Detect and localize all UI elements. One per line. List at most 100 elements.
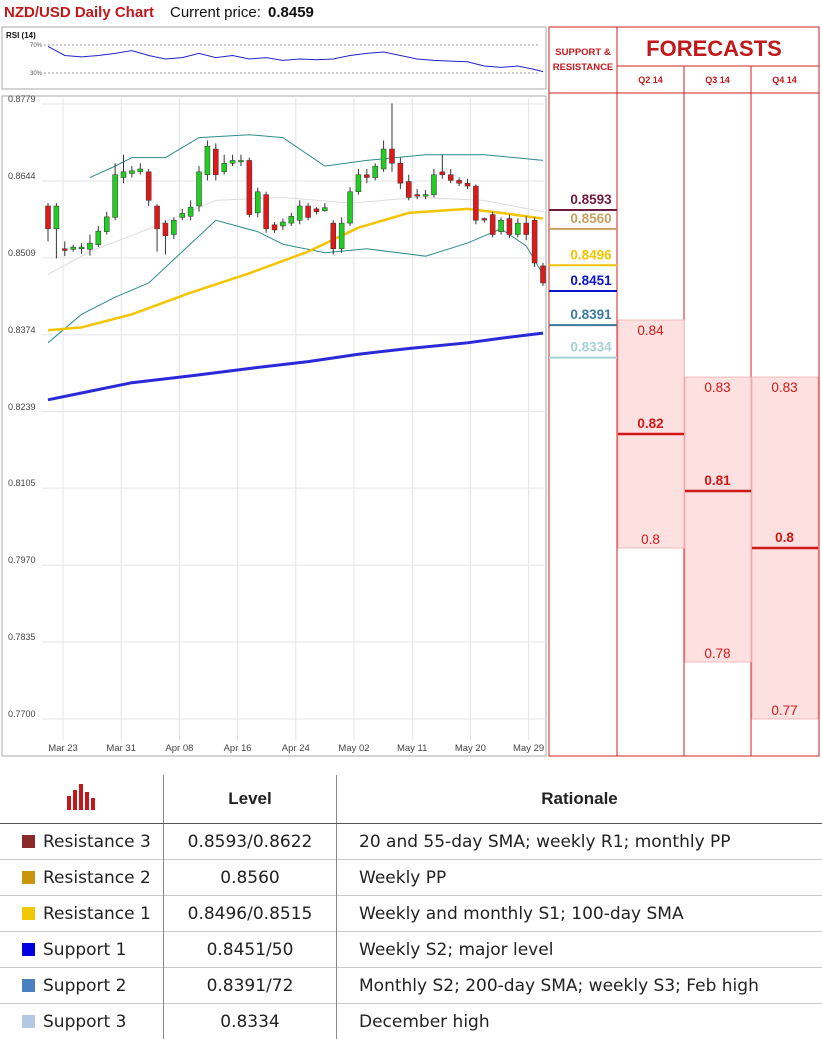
level-name-cell: Resistance 3 [0, 824, 164, 860]
forecast-quarter-label: Q2 14 [638, 75, 663, 85]
candle-body [465, 183, 470, 186]
candle-body [289, 216, 294, 223]
level-name: Support 3 [43, 1012, 126, 1032]
candle-body [398, 163, 403, 183]
level-rationale: Weekly PP [337, 860, 822, 896]
rsi-panel [2, 27, 546, 89]
level-value: 0.8391/72 [164, 968, 337, 1004]
level-header: Level [164, 775, 337, 824]
candle-body [138, 169, 143, 172]
level-name: Support 2 [43, 976, 126, 996]
level-name: Resistance 3 [43, 832, 151, 852]
chart-area: NZD/USD Daily Chart Current price: 0.845… [0, 0, 822, 775]
level-name-cell: Support 1 [0, 932, 164, 968]
forecast-range-bar [685, 377, 751, 662]
sr-level-label: 0.8391 [570, 307, 612, 322]
y-tick-label: 0.7835 [8, 632, 36, 642]
candle-body [272, 225, 277, 230]
candle-body [280, 222, 285, 226]
y-tick-label: 0.8374 [8, 325, 36, 335]
candle-body [180, 213, 185, 217]
candle-body [197, 172, 202, 206]
x-tick-label: Apr 16 [224, 743, 252, 754]
level-name: Resistance 1 [43, 904, 151, 924]
candle-body [79, 247, 84, 249]
candle-body [507, 219, 512, 235]
y-tick-label: 0.7700 [8, 709, 36, 719]
sr-title-line2: RESISTANCE [553, 62, 614, 73]
candle-body [205, 146, 210, 174]
y-tick-label: 0.8644 [8, 171, 36, 181]
price-value: 0.8459 [268, 4, 314, 21]
x-tick-label: May 11 [397, 743, 427, 754]
sr-level-label: 0.8451 [570, 273, 612, 288]
sr-level-label: 0.8593 [570, 192, 612, 207]
candle-body [532, 220, 537, 263]
candle-body [104, 217, 109, 232]
candle-body [322, 208, 327, 211]
candle-body [406, 182, 411, 198]
candle-body [230, 160, 235, 163]
candle-body [129, 171, 134, 174]
level-rationale: Weekly S2; major level [337, 932, 822, 968]
candle-body [389, 149, 394, 163]
level-name-cell: Resistance 1 [0, 896, 164, 932]
candle-body [423, 195, 428, 197]
candle-body [188, 207, 193, 216]
level-name-cell: Support 3 [0, 1004, 164, 1039]
forecast-low-label: 0.77 [771, 703, 797, 718]
candle-body [113, 175, 118, 218]
forecast-quarter-label: Q4 14 [772, 75, 797, 85]
level-rationale: December high [337, 1004, 822, 1039]
candle-body [541, 266, 546, 283]
candle-body [222, 163, 227, 172]
level-rationale: Weekly and monthly S1; 100-day SMA [337, 896, 822, 932]
level-color-swatch [22, 1015, 35, 1028]
candle-body [213, 149, 218, 175]
candle-body [121, 172, 126, 178]
price-panel [2, 96, 546, 756]
candle-body [331, 223, 336, 249]
forecast-high-label: 0.83 [771, 380, 797, 395]
chart-title: NZD/USD Daily Chart [4, 4, 154, 21]
candle-body [473, 186, 478, 220]
forecast-high-label: 0.83 [704, 380, 730, 395]
level-color-swatch [22, 979, 35, 992]
forecast-mid-label: 0.81 [704, 473, 731, 488]
forecast-low-label: 0.78 [704, 646, 730, 661]
rationale-header: Rationale [337, 775, 822, 824]
candle-body [348, 192, 353, 223]
candle-body [356, 175, 361, 192]
candle-body [54, 206, 59, 229]
candle-body [297, 206, 302, 220]
candle-body [155, 206, 160, 229]
level-value: 0.8334 [164, 1004, 337, 1039]
x-tick-label: Apr 24 [282, 743, 310, 754]
forecast-low-label: 0.8 [641, 532, 660, 547]
candle-body [440, 172, 445, 175]
candle-body [515, 223, 520, 234]
candle-body [457, 180, 462, 183]
candle-body [499, 220, 504, 231]
forecasts-title: FORECASTS [646, 36, 782, 61]
candle-body [431, 175, 436, 195]
candle-body [238, 160, 243, 162]
level-name-cell: Resistance 2 [0, 860, 164, 896]
candle-body [247, 160, 252, 214]
table-icon-cell [0, 775, 164, 824]
x-tick-label: Apr 08 [165, 743, 193, 754]
sr-level-label: 0.8334 [570, 340, 612, 355]
candle-body [264, 195, 269, 229]
candle-body [146, 172, 151, 200]
candle-body [71, 247, 76, 249]
level-color-swatch [22, 871, 35, 884]
x-tick-label: May 02 [338, 743, 369, 754]
y-tick-label: 0.7970 [8, 555, 36, 565]
y-tick-label: 0.8239 [8, 402, 36, 412]
candle-body [381, 149, 386, 169]
